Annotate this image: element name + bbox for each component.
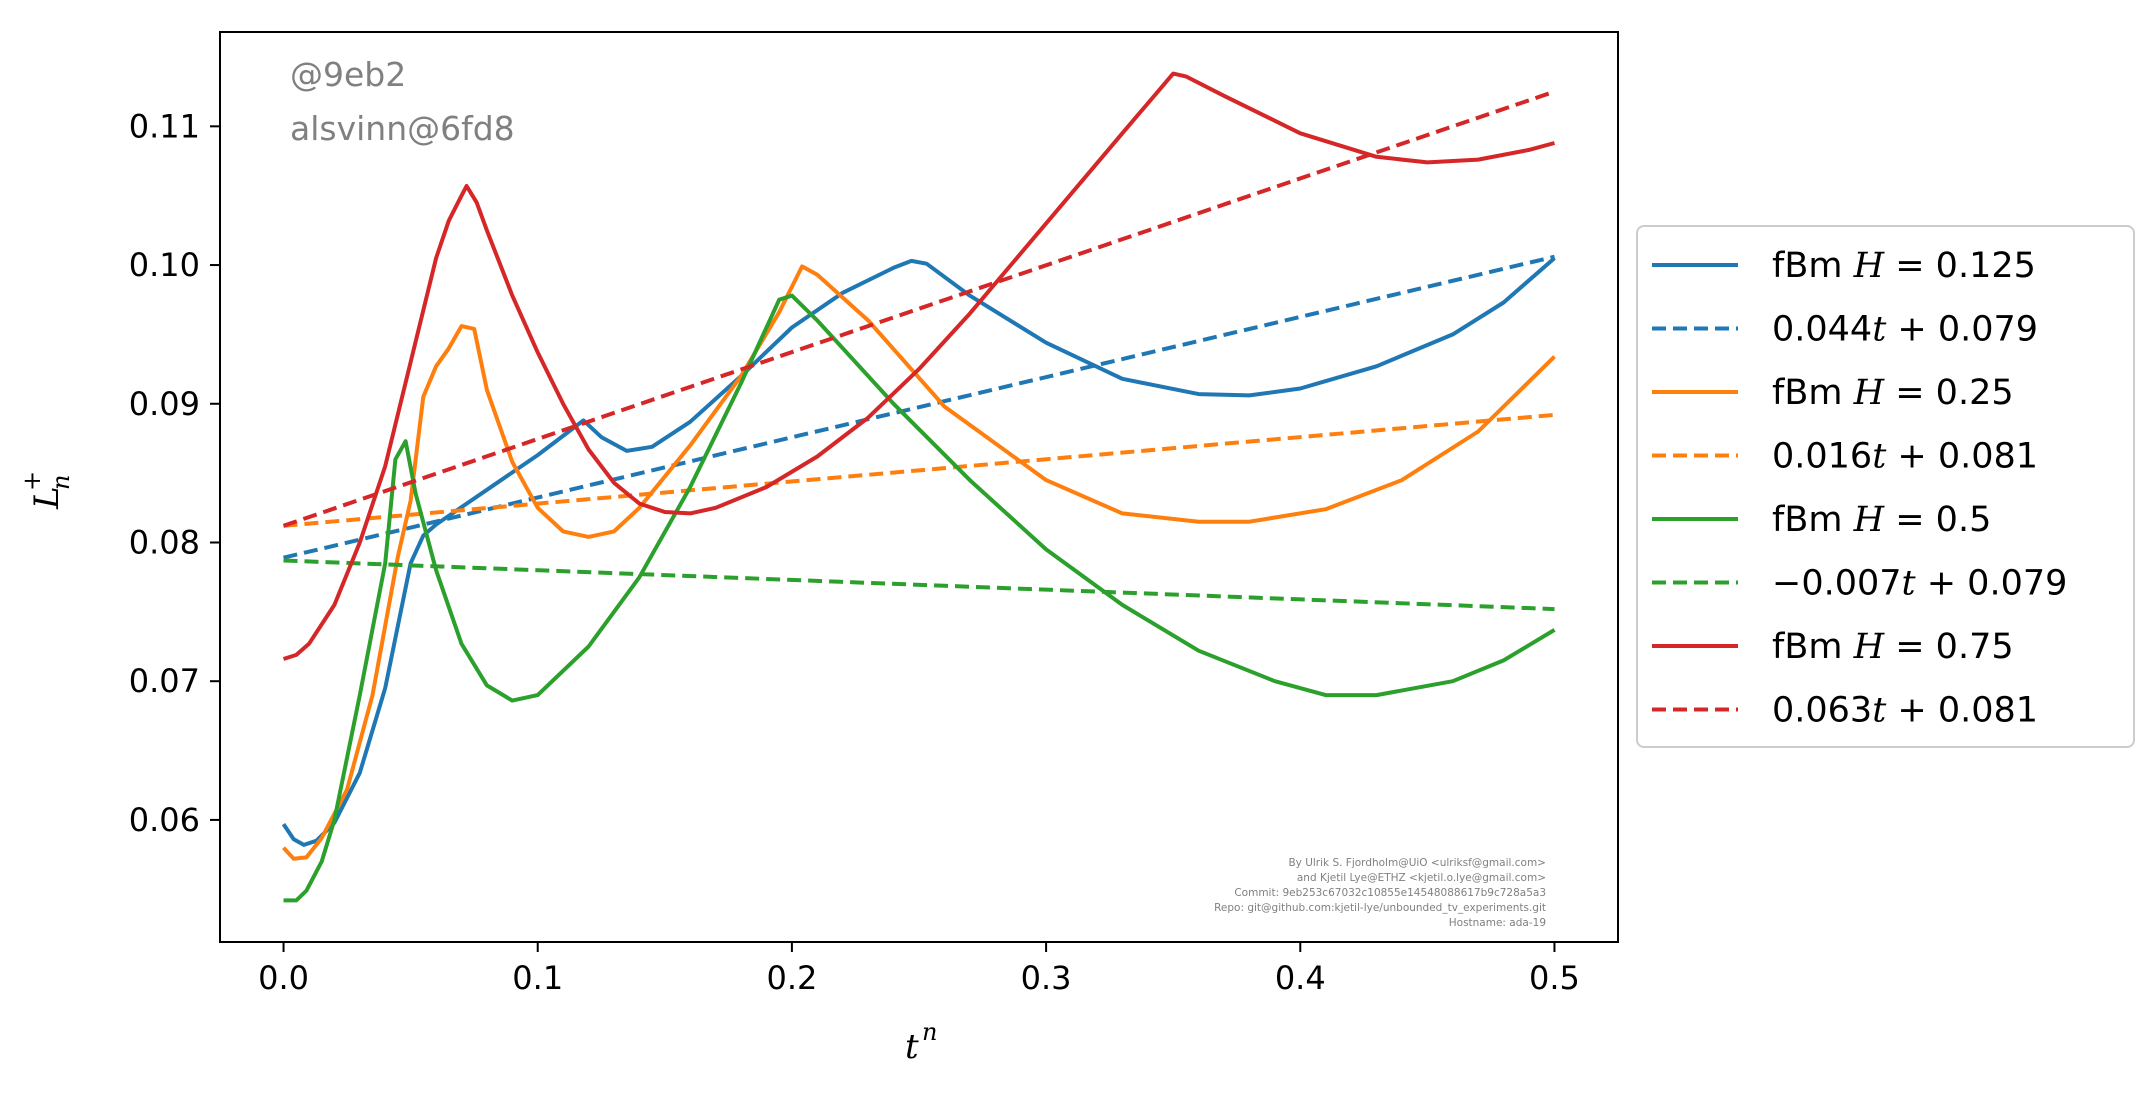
svg-text:t: t [905,1027,919,1067]
y-tick-label: 0.07 [129,662,200,700]
x-tick-label: 0.5 [1529,959,1580,997]
watermark-host: alsvinn@6fd8 [290,109,515,148]
y-tick-label: 0.08 [129,523,200,561]
watermark-hash: @9eb2 [290,55,406,94]
y-axis-label: L n + [18,471,75,510]
x-tick-label: 0.4 [1275,959,1326,997]
y-tick-label: 0.06 [129,801,200,839]
credit-line: and Kjetil Lye@ETHZ <kjetil.o.lye@gmail.… [1297,872,1546,884]
legend-label-6: fBm H = 0.75 [1772,627,2014,667]
credit-line: Commit: 9eb253c67032c10855e14548088617b9… [1234,887,1546,899]
credit-line: Repo: git@github.com:kjetil-lye/unbounde… [1214,902,1546,914]
y-tick-label: 0.10 [129,246,200,284]
legend-label-7: 0.063t + 0.081 [1772,691,2038,731]
credit-line: By Ulrik S. Fjordholm@UiO <ulriksf@gmail… [1288,857,1546,869]
legend: fBm H = 0.125 0.044t + 0.079 fBm H = 0.25 0… [1637,226,2134,747]
y-tick-label: 0.11 [129,107,200,145]
legend-label-1: 0.044t + 0.079 [1772,310,2038,350]
svg-text:n: n [47,475,75,490]
svg-text:+: + [18,471,46,491]
x-tick-label: 0.1 [512,959,563,997]
legend-label-2: fBm H = 0.25 [1772,373,2014,413]
credit-line: Hostname: ada-19 [1449,917,1546,929]
legend-box [1637,226,2134,747]
legend-label-4: fBm H = 0.5 [1772,500,1991,540]
svg-text:n: n [922,1018,937,1046]
x-tick-label: 0.0 [258,959,309,997]
legend-label-5: −0.007t + 0.079 [1772,564,2067,604]
legend-label-0: fBm H = 0.125 [1772,246,2036,286]
y-tick-label: 0.09 [129,385,200,423]
legend-label-3: 0.016t + 0.081 [1772,437,2038,477]
x-tick-label: 0.2 [766,959,817,997]
x-tick-label: 0.3 [1021,959,1072,997]
